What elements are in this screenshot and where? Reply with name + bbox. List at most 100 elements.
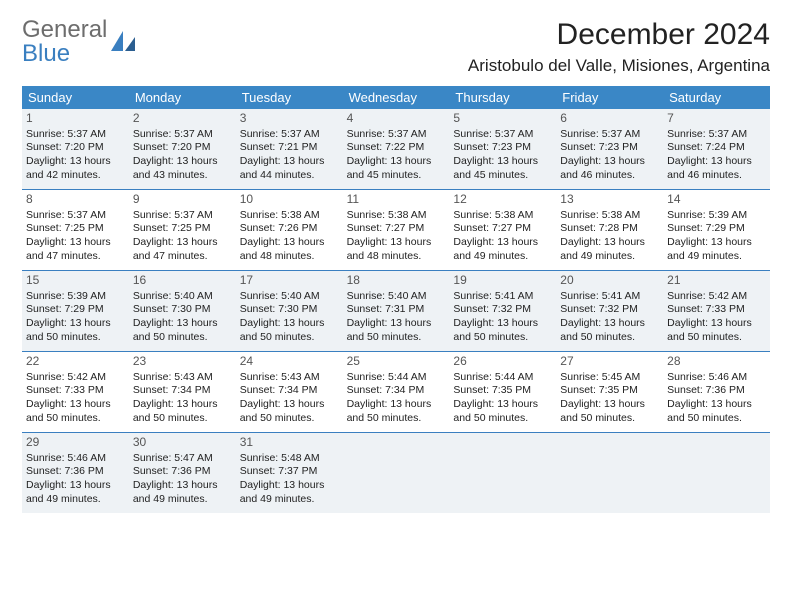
daylight-line1: Daylight: 13 hours xyxy=(26,236,125,250)
day-number: 7 xyxy=(667,111,766,127)
daylight-line1: Daylight: 13 hours xyxy=(26,155,125,169)
sunrise-text: Sunrise: 5:37 AM xyxy=(560,128,659,142)
day-cell: 1Sunrise: 5:37 AMSunset: 7:20 PMDaylight… xyxy=(22,109,129,189)
day-number: 6 xyxy=(560,111,659,127)
daylight-line2: and 49 minutes. xyxy=(667,250,766,264)
daylight-line2: and 49 minutes. xyxy=(133,493,232,507)
daylight-line2: and 45 minutes. xyxy=(347,169,446,183)
location-subtitle: Aristobulo del Valle, Misiones, Argentin… xyxy=(468,56,770,76)
header-row: General Blue December 2024 Aristobulo de… xyxy=(22,18,770,82)
sunset-text: Sunset: 7:24 PM xyxy=(667,141,766,155)
day-cell: 7Sunrise: 5:37 AMSunset: 7:24 PMDaylight… xyxy=(663,109,770,189)
daylight-line2: and 47 minutes. xyxy=(26,250,125,264)
sunrise-text: Sunrise: 5:41 AM xyxy=(560,290,659,304)
brand-logo: General Blue xyxy=(22,18,137,66)
daylight-line2: and 50 minutes. xyxy=(347,412,446,426)
sunset-text: Sunset: 7:36 PM xyxy=(133,465,232,479)
week-row: 1Sunrise: 5:37 AMSunset: 7:20 PMDaylight… xyxy=(22,109,770,189)
day-cell: 26Sunrise: 5:44 AMSunset: 7:35 PMDayligh… xyxy=(449,352,556,432)
daylight-line1: Daylight: 13 hours xyxy=(347,317,446,331)
day-cell xyxy=(556,433,663,513)
sunset-text: Sunset: 7:35 PM xyxy=(560,384,659,398)
sunset-text: Sunset: 7:27 PM xyxy=(347,222,446,236)
day-number: 27 xyxy=(560,354,659,370)
sunrise-text: Sunrise: 5:37 AM xyxy=(453,128,552,142)
sunset-text: Sunset: 7:26 PM xyxy=(240,222,339,236)
day-cell: 17Sunrise: 5:40 AMSunset: 7:30 PMDayligh… xyxy=(236,271,343,351)
calendar-grid: Sunday Monday Tuesday Wednesday Thursday… xyxy=(22,86,770,513)
day-number: 18 xyxy=(347,273,446,289)
daylight-line1: Daylight: 13 hours xyxy=(26,317,125,331)
weekday-label: Thursday xyxy=(449,86,556,109)
daylight-line1: Daylight: 13 hours xyxy=(240,155,339,169)
daylight-line2: and 48 minutes. xyxy=(347,250,446,264)
sunrise-text: Sunrise: 5:43 AM xyxy=(133,371,232,385)
day-number: 15 xyxy=(26,273,125,289)
title-block: December 2024 Aristobulo del Valle, Misi… xyxy=(468,18,770,82)
sunrise-text: Sunrise: 5:38 AM xyxy=(240,209,339,223)
sunrise-text: Sunrise: 5:45 AM xyxy=(560,371,659,385)
daylight-line2: and 49 minutes. xyxy=(453,250,552,264)
sunrise-text: Sunrise: 5:37 AM xyxy=(667,128,766,142)
daylight-line2: and 50 minutes. xyxy=(133,331,232,345)
day-number: 23 xyxy=(133,354,232,370)
weekday-header-row: Sunday Monday Tuesday Wednesday Thursday… xyxy=(22,86,770,109)
day-number: 20 xyxy=(560,273,659,289)
sunrise-text: Sunrise: 5:46 AM xyxy=(667,371,766,385)
day-cell: 20Sunrise: 5:41 AMSunset: 7:32 PMDayligh… xyxy=(556,271,663,351)
day-cell: 19Sunrise: 5:41 AMSunset: 7:32 PMDayligh… xyxy=(449,271,556,351)
day-number: 1 xyxy=(26,111,125,127)
week-row: 8Sunrise: 5:37 AMSunset: 7:25 PMDaylight… xyxy=(22,189,770,270)
day-cell: 9Sunrise: 5:37 AMSunset: 7:25 PMDaylight… xyxy=(129,190,236,270)
daylight-line1: Daylight: 13 hours xyxy=(667,236,766,250)
daylight-line2: and 50 minutes. xyxy=(560,331,659,345)
sunset-text: Sunset: 7:20 PM xyxy=(133,141,232,155)
daylight-line1: Daylight: 13 hours xyxy=(133,155,232,169)
day-cell: 21Sunrise: 5:42 AMSunset: 7:33 PMDayligh… xyxy=(663,271,770,351)
daylight-line1: Daylight: 13 hours xyxy=(133,236,232,250)
sunset-text: Sunset: 7:23 PM xyxy=(560,141,659,155)
sunset-text: Sunset: 7:30 PM xyxy=(240,303,339,317)
sunset-text: Sunset: 7:34 PM xyxy=(133,384,232,398)
daylight-line2: and 47 minutes. xyxy=(133,250,232,264)
brand-text: General Blue xyxy=(22,18,107,66)
day-cell: 5Sunrise: 5:37 AMSunset: 7:23 PMDaylight… xyxy=(449,109,556,189)
day-number: 25 xyxy=(347,354,446,370)
day-cell: 25Sunrise: 5:44 AMSunset: 7:34 PMDayligh… xyxy=(343,352,450,432)
daylight-line2: and 50 minutes. xyxy=(453,412,552,426)
day-number: 22 xyxy=(26,354,125,370)
sunset-text: Sunset: 7:25 PM xyxy=(133,222,232,236)
brand-sail-icon xyxy=(109,29,137,53)
daylight-line1: Daylight: 13 hours xyxy=(560,317,659,331)
sunrise-text: Sunrise: 5:40 AM xyxy=(133,290,232,304)
day-number: 17 xyxy=(240,273,339,289)
sunrise-text: Sunrise: 5:44 AM xyxy=(347,371,446,385)
sunrise-text: Sunrise: 5:37 AM xyxy=(240,128,339,142)
sunrise-text: Sunrise: 5:38 AM xyxy=(560,209,659,223)
sunset-text: Sunset: 7:35 PM xyxy=(453,384,552,398)
daylight-line2: and 45 minutes. xyxy=(453,169,552,183)
daylight-line1: Daylight: 13 hours xyxy=(26,479,125,493)
sunset-text: Sunset: 7:31 PM xyxy=(347,303,446,317)
day-number: 4 xyxy=(347,111,446,127)
day-cell: 24Sunrise: 5:43 AMSunset: 7:34 PMDayligh… xyxy=(236,352,343,432)
sunset-text: Sunset: 7:29 PM xyxy=(667,222,766,236)
weekday-label: Sunday xyxy=(22,86,129,109)
daylight-line1: Daylight: 13 hours xyxy=(347,155,446,169)
day-number: 9 xyxy=(133,192,232,208)
daylight-line1: Daylight: 13 hours xyxy=(560,398,659,412)
daylight-line2: and 44 minutes. xyxy=(240,169,339,183)
day-number: 29 xyxy=(26,435,125,451)
day-cell xyxy=(449,433,556,513)
day-cell: 6Sunrise: 5:37 AMSunset: 7:23 PMDaylight… xyxy=(556,109,663,189)
day-cell: 12Sunrise: 5:38 AMSunset: 7:27 PMDayligh… xyxy=(449,190,556,270)
day-cell: 31Sunrise: 5:48 AMSunset: 7:37 PMDayligh… xyxy=(236,433,343,513)
sunrise-text: Sunrise: 5:37 AM xyxy=(347,128,446,142)
daylight-line1: Daylight: 13 hours xyxy=(667,317,766,331)
daylight-line1: Daylight: 13 hours xyxy=(133,479,232,493)
daylight-line2: and 50 minutes. xyxy=(560,412,659,426)
day-cell: 14Sunrise: 5:39 AMSunset: 7:29 PMDayligh… xyxy=(663,190,770,270)
day-cell: 3Sunrise: 5:37 AMSunset: 7:21 PMDaylight… xyxy=(236,109,343,189)
sunset-text: Sunset: 7:23 PM xyxy=(453,141,552,155)
day-cell: 2Sunrise: 5:37 AMSunset: 7:20 PMDaylight… xyxy=(129,109,236,189)
